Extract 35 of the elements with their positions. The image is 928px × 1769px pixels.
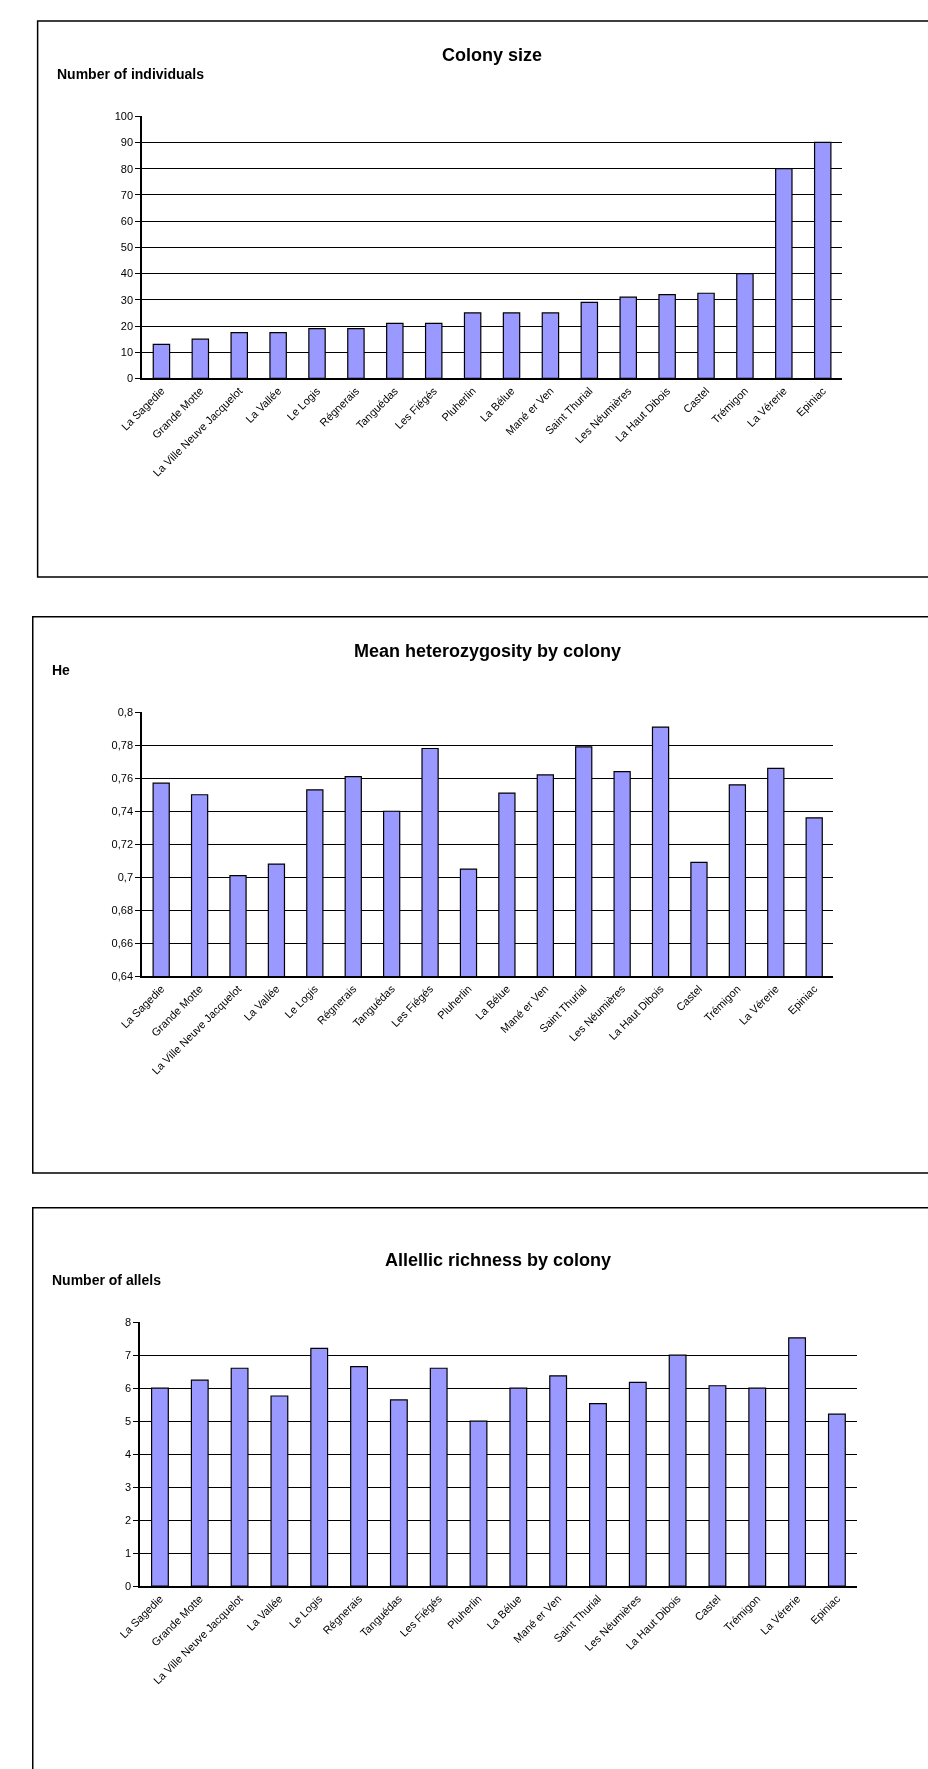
y-axis-title: Number of allels [52,1272,162,1288]
y-tick-label: 0,76 [111,772,134,785]
y-tick-label: 50 [120,241,134,254]
y-tick-label: 4 [124,1447,132,1460]
y-tick-label: 7 [124,1348,132,1361]
y-tick-label: 70 [120,188,134,201]
y-tick-label: 90 [120,136,134,149]
y-tick-label: 20 [120,319,134,332]
chart-title: Allellic richness by colony [385,1250,612,1270]
y-tick-label: 6 [124,1381,132,1394]
y-tick-label: 8 [124,1315,132,1328]
y-tick-label: 2 [124,1514,132,1527]
y-tick-label: 0,64 [111,970,134,983]
y-tick-label: 0,8 [117,706,134,719]
chart-title: Colony size [442,45,543,65]
chart-title: Mean heterozygosity by colony [354,641,622,661]
y-tick-label: 0,72 [111,838,134,851]
y-tick-label: 5 [124,1414,132,1427]
y-tick-label: 10 [120,346,134,359]
y-tick-label: 80 [120,162,134,175]
y-axis-title: Number of individuals [57,66,205,82]
y-tick-label: 3 [124,1480,132,1493]
y-tick-label: 0 [126,372,134,385]
y-tick-label: 0,78 [111,739,134,752]
y-axis-title: He [52,662,71,678]
y-tick-label: 0 [124,1580,132,1593]
y-tick-label: 0,74 [111,805,134,818]
y-tick-label: 0,66 [111,937,134,950]
y-tick-label: 60 [120,214,134,227]
y-tick-label: 0,68 [111,904,134,917]
y-tick-label: 40 [120,267,134,280]
y-tick-label: 30 [120,293,134,306]
y-tick-label: 1 [124,1547,132,1560]
y-tick-label: 0,7 [117,871,134,884]
y-tick-label: 100 [114,110,134,123]
